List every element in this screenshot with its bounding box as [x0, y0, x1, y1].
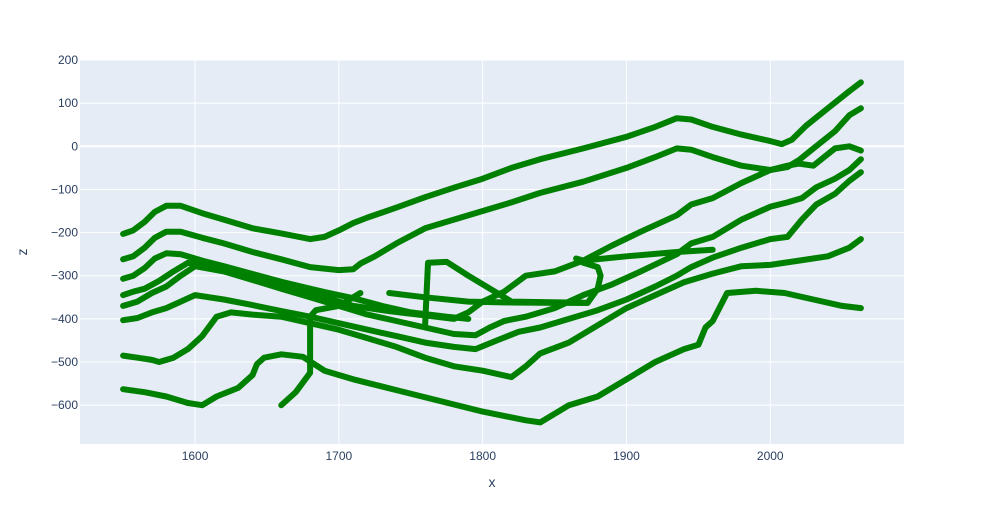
x-tick-label: 2000: [757, 449, 784, 463]
series-line-8: [120, 287, 864, 426]
x-tick-label: 1700: [325, 449, 352, 463]
y-tick-label: −200: [51, 226, 78, 240]
x-tick-label: 1800: [469, 449, 496, 463]
y-axis-title: z: [14, 249, 30, 256]
series-line-9: [278, 290, 364, 409]
gridlines: [80, 59, 904, 444]
series-line-5: [120, 156, 864, 339]
y-tick-label: 100: [58, 96, 78, 110]
plot-area: [80, 60, 904, 444]
x-tick-label: 1600: [182, 449, 209, 463]
series-line-1: [120, 79, 864, 243]
y-tick-label: 200: [58, 53, 78, 67]
y-tick-label: −400: [51, 312, 78, 326]
y-tick-label: −100: [51, 182, 78, 196]
x-tick-label: 1900: [613, 449, 640, 463]
x-axis-title: x: [489, 474, 496, 490]
series-lines: [120, 79, 864, 426]
y-tick-label: −600: [51, 398, 78, 412]
y-tick-label: −500: [51, 355, 78, 369]
y-tick-label: −300: [51, 269, 78, 283]
y-tick-label: 0: [71, 139, 78, 153]
series-line-3: [120, 250, 472, 322]
series-line-7: [120, 236, 864, 381]
series-line-11: [422, 246, 716, 329]
series-line-6: [120, 169, 864, 353]
tick-labels: 1600 1700 1800 1900 2000 200 100 0 −100 −200 −300 −…: [51, 53, 784, 463]
